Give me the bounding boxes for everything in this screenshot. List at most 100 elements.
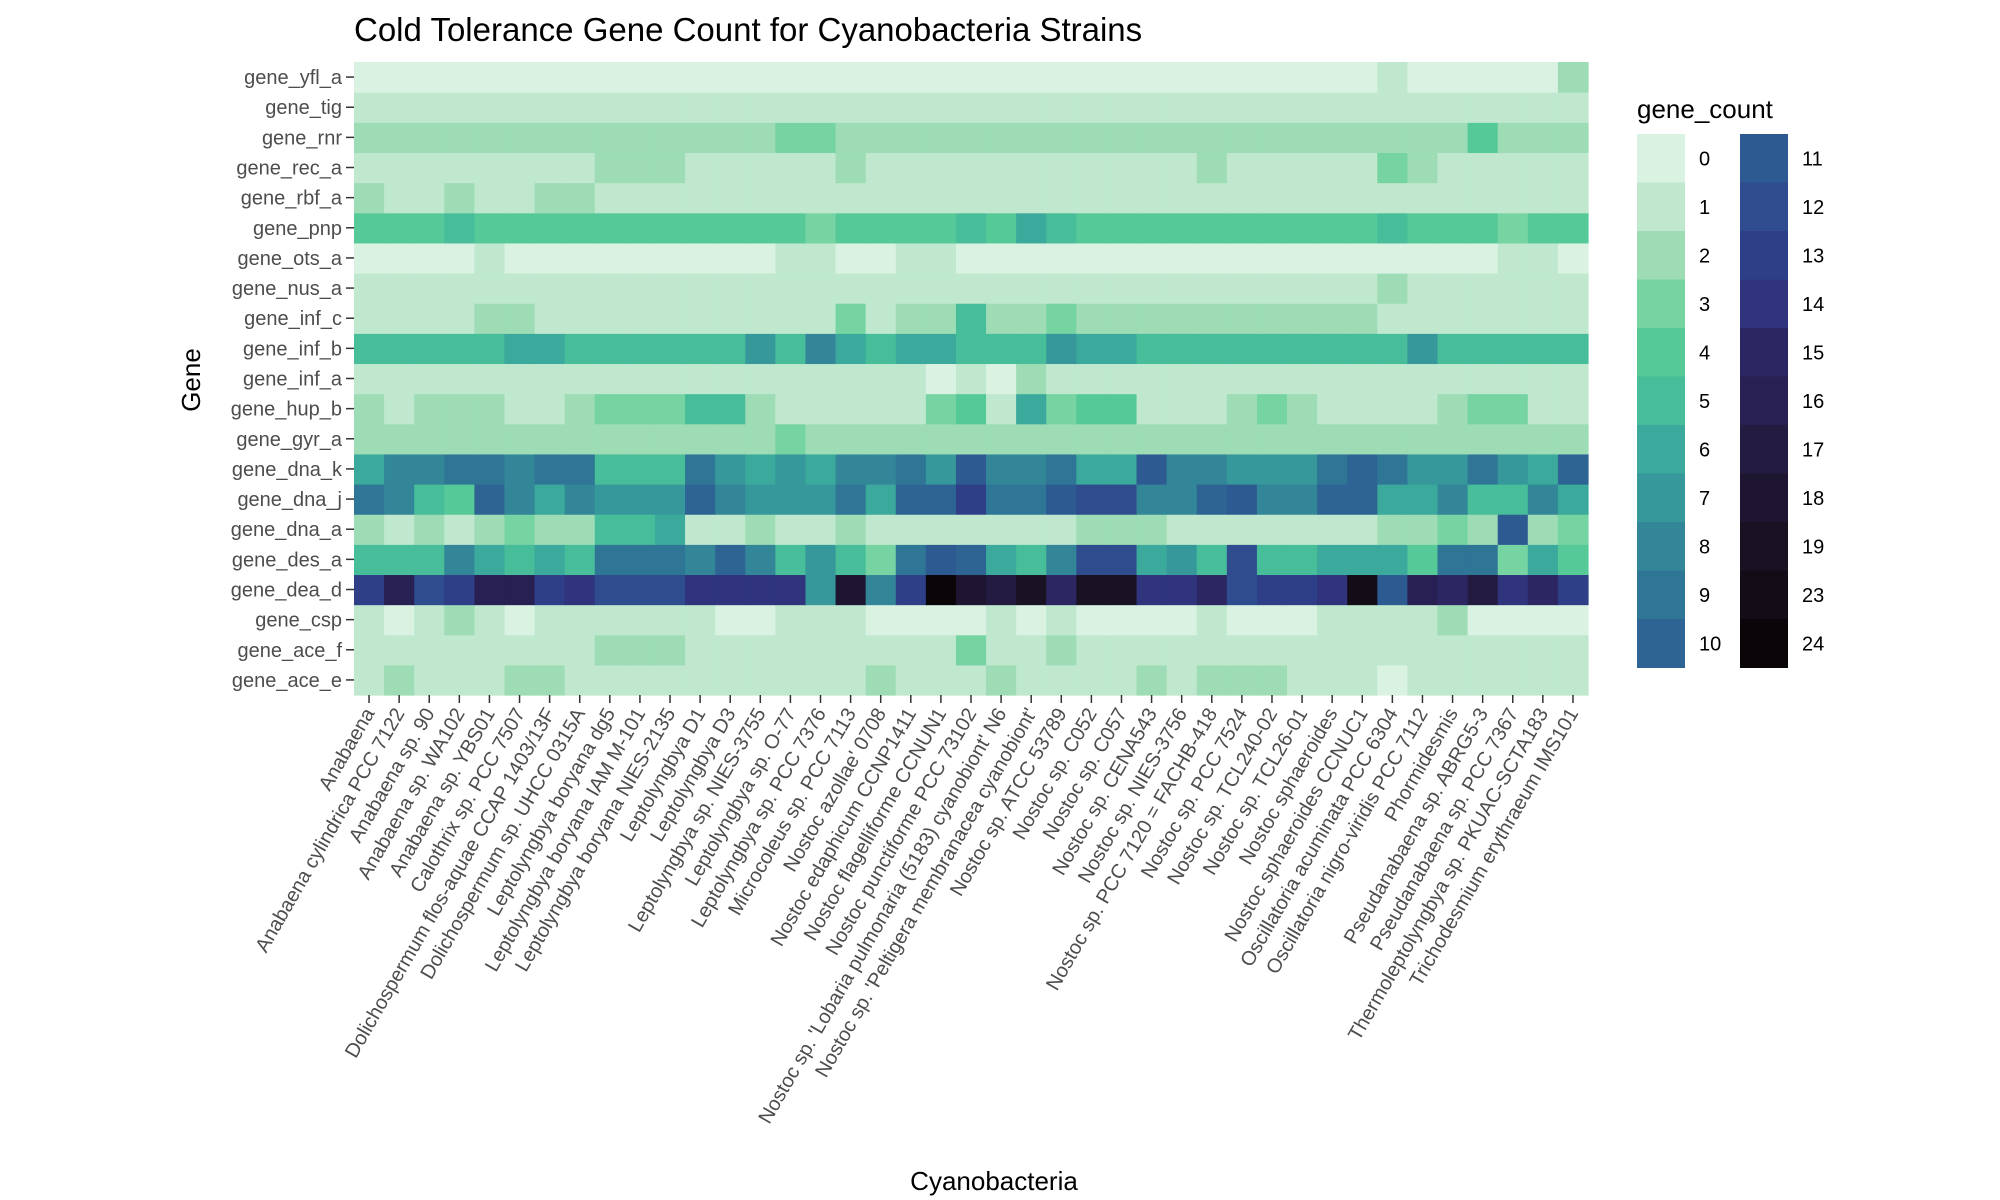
heatmap-cell <box>594 423 626 455</box>
heatmap-cell <box>354 484 385 515</box>
heatmap-cell <box>1287 303 1318 334</box>
heatmap-cell <box>474 273 506 304</box>
heatmap-cell <box>444 122 475 154</box>
y-tick-label: gene_rbf_a <box>241 188 343 210</box>
heatmap-cell <box>1557 423 1589 455</box>
heatmap-cell <box>1527 92 1559 123</box>
heatmap-cell <box>1226 664 1258 696</box>
heatmap-cell <box>1467 393 1499 425</box>
y-tick-label: gene_dea_d <box>231 580 342 602</box>
heatmap-cell <box>1497 242 1529 274</box>
heatmap-cell <box>1347 423 1378 455</box>
heatmap-cell <box>504 333 536 365</box>
heatmap-cell <box>1256 152 1288 184</box>
heatmap-cell <box>1557 182 1589 214</box>
heatmap-cell <box>895 634 927 666</box>
heatmap-cell <box>654 514 686 545</box>
heatmap-cell <box>384 333 415 365</box>
heatmap-cell <box>624 423 656 455</box>
heatmap-cell <box>1016 92 1047 123</box>
heatmap-cell <box>624 152 656 184</box>
heatmap-cell <box>1136 122 1168 154</box>
heatmap-cell <box>1046 544 1077 576</box>
heatmap-cell <box>745 273 776 304</box>
heatmap-cell <box>1016 152 1047 184</box>
legend-key <box>1637 279 1685 329</box>
heatmap-cell <box>715 544 746 576</box>
heatmap-cell <box>1016 453 1047 485</box>
heatmap-cell <box>564 333 596 365</box>
heatmap-cell <box>805 634 837 666</box>
heatmap-cell <box>1076 484 1108 515</box>
heatmap-cell <box>1046 333 1077 365</box>
heatmap-cell <box>1377 122 1409 154</box>
heatmap-cell <box>986 514 1017 545</box>
heatmap-cell <box>1287 634 1318 666</box>
heatmap-cell <box>1437 393 1469 425</box>
heatmap-cell <box>354 212 385 244</box>
heatmap-cell <box>594 92 626 123</box>
heatmap-cell <box>1527 62 1559 93</box>
heatmap-cell <box>925 303 957 334</box>
heatmap-cell <box>654 182 686 214</box>
heatmap-cell <box>685 333 716 365</box>
heatmap-cell <box>1347 393 1378 425</box>
heatmap-cell <box>1166 363 1198 395</box>
legend-key <box>1637 134 1685 183</box>
heatmap-cell <box>1106 604 1138 636</box>
heatmap-cell <box>444 303 475 334</box>
heatmap-cell <box>1076 604 1108 636</box>
heatmap-cell <box>805 242 837 274</box>
heatmap-cell <box>444 92 475 123</box>
heatmap-cell <box>1467 363 1499 395</box>
heatmap-cell <box>504 453 536 485</box>
heatmap-cell <box>1256 634 1288 666</box>
heatmap-cell <box>384 212 415 244</box>
heatmap-cell <box>1196 544 1228 576</box>
heatmap-cell <box>654 484 686 515</box>
heatmap-cell <box>1016 574 1047 606</box>
heatmap-cell <box>745 363 776 395</box>
heatmap-cell <box>1136 574 1168 606</box>
heatmap-cell <box>1106 544 1138 576</box>
heatmap-cell <box>1317 152 1348 184</box>
legend-key <box>1740 376 1788 426</box>
heatmap-cell <box>504 634 536 666</box>
heatmap-cell <box>1166 273 1198 304</box>
heatmap-cell <box>805 574 837 606</box>
heatmap-cell <box>986 453 1017 485</box>
heatmap-cell <box>745 122 776 154</box>
heatmap-cell <box>354 242 385 274</box>
heatmap-cell <box>384 242 415 274</box>
heatmap-cell <box>534 242 566 274</box>
heatmap-cell <box>1527 182 1559 214</box>
legend-label: 4 <box>1699 342 1710 364</box>
heatmap-cell <box>654 273 686 304</box>
heatmap-cell <box>1016 514 1047 545</box>
heatmap-cell <box>414 122 445 154</box>
heatmap-cell <box>835 212 867 244</box>
heatmap-cell <box>1136 333 1168 365</box>
heatmap-cell <box>534 303 566 334</box>
heatmap-cell <box>1136 423 1168 455</box>
heatmap-cell <box>925 484 957 515</box>
heatmap-cell <box>1407 484 1439 515</box>
heatmap-cell <box>986 423 1017 455</box>
heatmap-cell <box>1557 242 1589 274</box>
heatmap-cell <box>1256 453 1288 485</box>
heatmap-cell <box>444 514 475 545</box>
heatmap-cell <box>835 604 867 636</box>
heatmap-cell <box>1437 92 1469 123</box>
heatmap-cell <box>1497 484 1529 515</box>
heatmap-cell <box>1166 303 1198 334</box>
heatmap-cell <box>925 273 957 304</box>
heatmap-cell <box>1347 152 1378 184</box>
heatmap-cell <box>865 273 897 304</box>
heatmap-cell <box>354 182 385 214</box>
heatmap-cell <box>835 514 867 545</box>
heatmap-cell <box>745 333 776 365</box>
heatmap-cell <box>1287 423 1318 455</box>
heatmap-cell <box>1527 393 1559 425</box>
heatmap-cell <box>1557 453 1589 485</box>
heatmap-cell <box>504 273 536 304</box>
